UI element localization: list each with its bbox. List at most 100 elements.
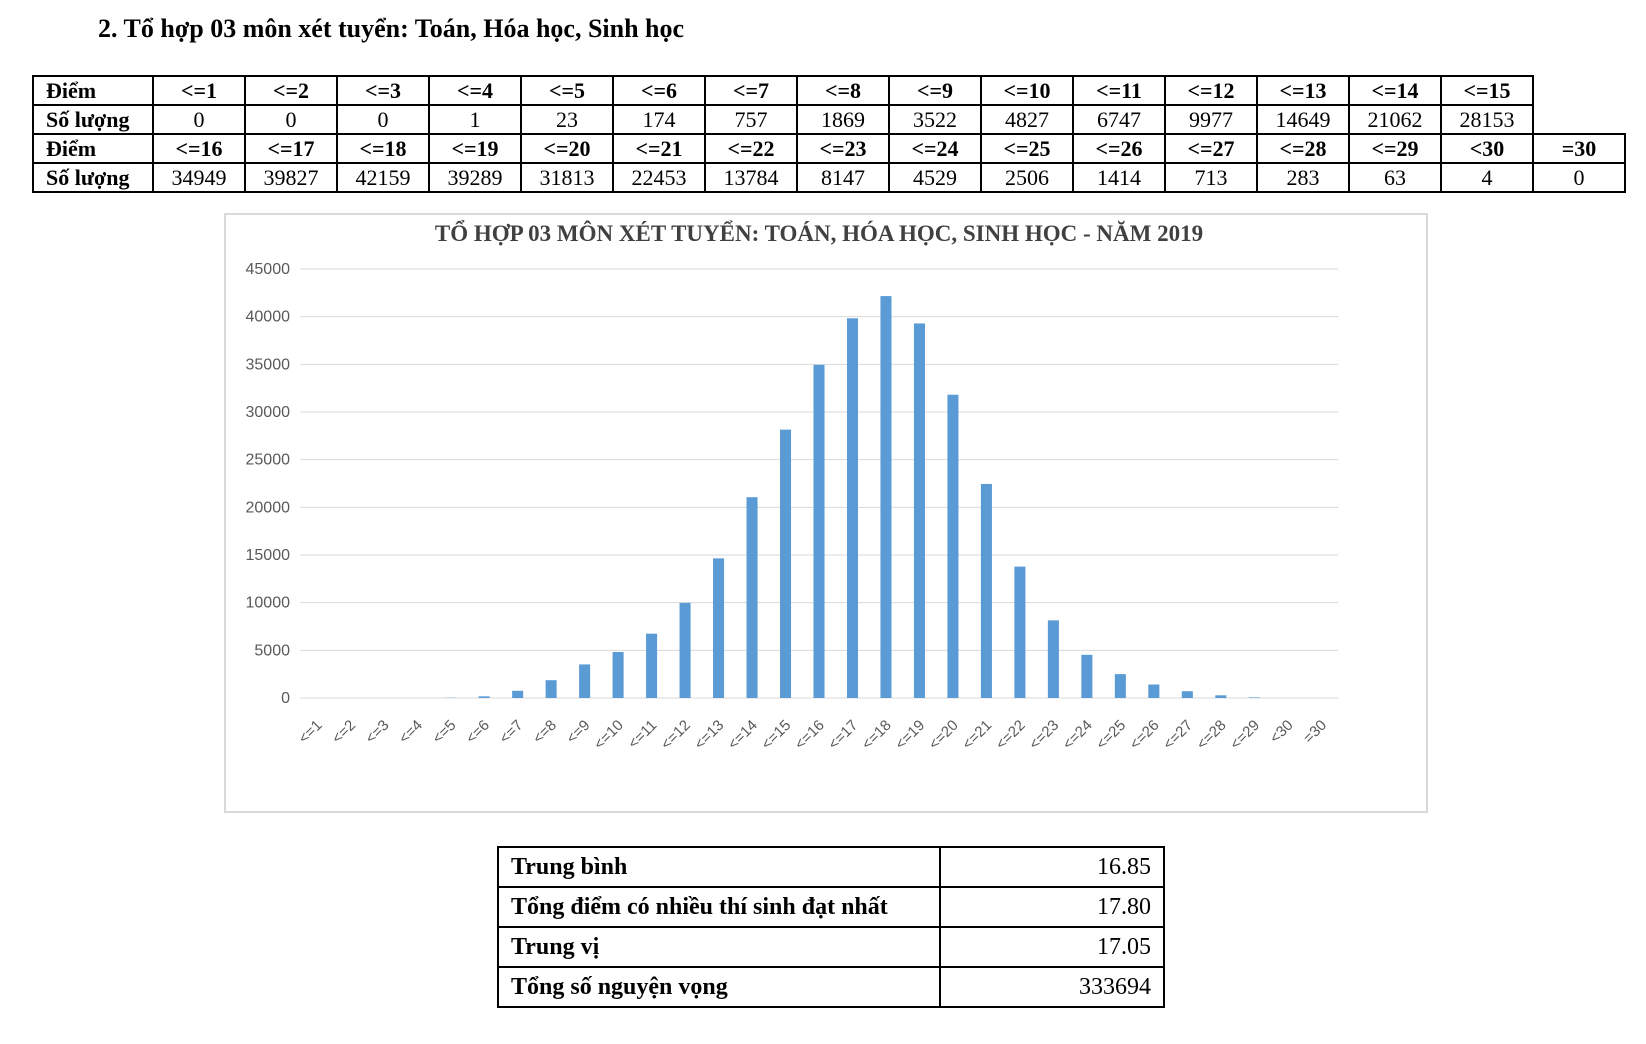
score-cell: <=29 — [1348, 133, 1442, 164]
bar — [1148, 684, 1160, 698]
empty-cell — [1532, 105, 1625, 134]
x-tick-label: <=1 — [295, 717, 325, 747]
x-tick-label: <=23 — [1026, 717, 1062, 753]
bar — [813, 364, 825, 698]
count-cell: 63 — [1348, 162, 1442, 193]
table-row-score-1: Điểm <=1 <=2 <=3 <=4 <=5 <=6 <=7 <=8 <=9 <=10 <=11 <… — [32, 75, 1625, 106]
score-cell: <=13 — [1256, 75, 1350, 106]
bar — [646, 633, 658, 698]
row-label: Số lượng — [32, 162, 154, 193]
stat-label: Trung vị — [497, 926, 941, 968]
bar — [679, 602, 691, 698]
count-cell: 4529 — [888, 162, 982, 193]
score-cell: <=12 — [1164, 75, 1258, 106]
count-cell: 31813 — [520, 162, 614, 193]
count-cell: 3522 — [888, 104, 982, 135]
x-tick-label: <=3 — [362, 717, 392, 747]
y-tick-label: 10000 — [246, 595, 291, 612]
score-cell: <=5 — [520, 75, 614, 106]
score-cell: <=3 — [336, 75, 430, 106]
bar — [913, 323, 925, 698]
count-cell: 22453 — [612, 162, 706, 193]
score-cell: <=6 — [612, 75, 706, 106]
bar — [1248, 697, 1260, 698]
y-tick-label: 30000 — [246, 404, 291, 421]
bar — [612, 651, 624, 698]
stats-row: Trung bình 16.85 — [497, 846, 1165, 888]
y-tick-label: 35000 — [246, 356, 291, 373]
table-row-score-2: Điểm <=16 <=17 <=18 <=19 <=20 <=21 <=22 <=23 <=24… — [32, 133, 1626, 164]
bar-chart-svg: TỔ HỢP 03 MÔN XÉT TUYỂN: TOÁN, HÓA HỌC, … — [246, 220, 1338, 753]
count-cell: 42159 — [336, 162, 430, 193]
count-cell: 0 — [244, 104, 338, 135]
stats-row: Tổng số nguyện vọng 333694 — [497, 966, 1165, 1008]
score-cell: <=26 — [1072, 133, 1166, 164]
x-tick-label: <=25 — [1093, 717, 1129, 753]
count-cell: 757 — [704, 104, 798, 135]
x-tick-label: <=10 — [591, 717, 627, 753]
stat-value: 333694 — [939, 966, 1165, 1008]
bar — [512, 690, 524, 698]
y-tick-label: 45000 — [246, 261, 291, 278]
y-tick-label: 15000 — [246, 547, 291, 564]
bar — [713, 558, 725, 698]
count-cell: 174 — [612, 104, 706, 135]
bar — [1215, 695, 1227, 698]
bar — [779, 429, 792, 698]
stats-row: Tổng điểm có nhiều thí sinh đạt nhất 17.8… — [497, 886, 1165, 928]
row-label: Điểm — [32, 75, 154, 106]
score-cell: <=8 — [796, 75, 890, 106]
count-cell: 0 — [1532, 162, 1626, 193]
score-cell: <=18 — [336, 133, 430, 164]
x-tick-label: <=9 — [563, 717, 593, 747]
row-label: Số lượng — [32, 104, 154, 135]
count-cell: 6747 — [1072, 104, 1166, 135]
x-tick-label: <=26 — [1126, 717, 1162, 753]
stat-label: Tổng số nguyện vọng — [497, 966, 941, 1008]
x-tick-label: <=5 — [429, 717, 459, 747]
score-cell: <=27 — [1164, 133, 1258, 164]
y-tick-label: 25000 — [246, 452, 291, 469]
x-tick-label: <=14 — [725, 717, 761, 753]
x-tick-label: <=29 — [1227, 717, 1263, 753]
bar — [980, 483, 992, 698]
chart-title: TỔ HỢP 03 MÔN XÉT TUYỂN: TOÁN, HÓA HỌC, … — [435, 220, 1203, 246]
score-cell: <=11 — [1072, 75, 1166, 106]
score-cell: <=15 — [1440, 75, 1534, 106]
score-cell: <=25 — [980, 133, 1074, 164]
bar — [746, 497, 758, 698]
x-tick-label: <=22 — [993, 717, 1029, 753]
y-tick-label: 0 — [281, 690, 290, 707]
count-cell: 21062 — [1348, 104, 1442, 135]
count-cell: 283 — [1256, 162, 1350, 193]
score-cell: =30 — [1532, 133, 1626, 164]
x-tick-label: <30 — [1267, 717, 1297, 747]
stat-value: 17.05 — [939, 926, 1165, 968]
score-cell: <=19 — [428, 133, 522, 164]
stat-label: Trung bình — [497, 846, 941, 888]
score-cell: <=4 — [428, 75, 522, 106]
count-cell: 23 — [520, 104, 614, 135]
count-cell: 0 — [336, 104, 430, 135]
score-cell: <=10 — [980, 75, 1074, 106]
section-heading: 2. Tổ hợp 03 môn xét tuyển: Toán, Hóa họ… — [98, 14, 685, 43]
score-cell: <=21 — [612, 133, 706, 164]
count-cell: 2506 — [980, 162, 1074, 193]
score-cell: <=7 — [704, 75, 798, 106]
x-tick-label: =30 — [1300, 717, 1330, 747]
x-tick-label: <=6 — [463, 717, 493, 747]
x-tick-label: <=12 — [658, 717, 694, 753]
score-cell: <=24 — [888, 133, 982, 164]
bar — [579, 664, 591, 698]
score-cell: <=23 — [796, 133, 890, 164]
x-tick-label: <=20 — [926, 717, 962, 753]
x-tick-label: <=11 — [625, 717, 660, 752]
empty-cell — [1532, 76, 1625, 105]
count-cell: 34949 — [152, 162, 246, 193]
y-tick-label: 40000 — [246, 309, 291, 326]
x-tick-label: <=19 — [892, 717, 928, 753]
count-cell: 28153 — [1440, 104, 1534, 135]
count-cell: 4827 — [980, 104, 1074, 135]
x-tick-label: <=15 — [758, 717, 794, 753]
x-tick-label: <=16 — [792, 717, 828, 753]
